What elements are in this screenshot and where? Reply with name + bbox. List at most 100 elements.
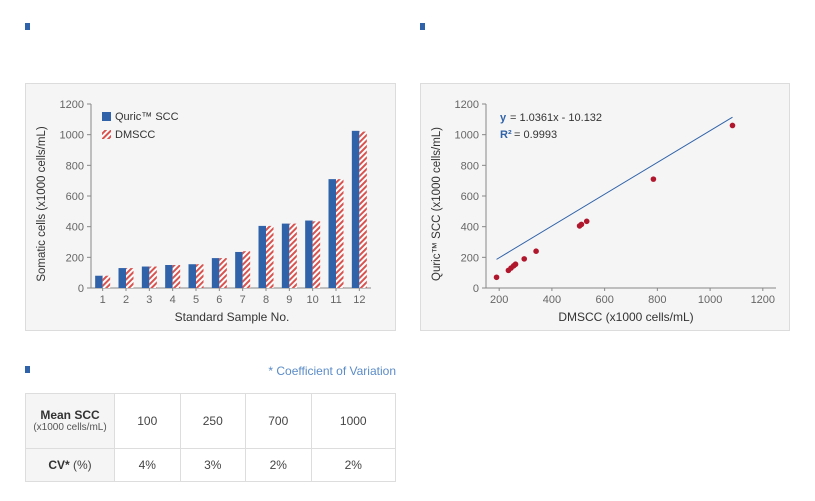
bar-chart-x-tick-label: 11: [330, 294, 341, 306]
row-header-mean-scc: Mean SCC (x1000 cells/mL): [25, 393, 115, 449]
scatter-chart-y-tick-label: 0: [473, 283, 479, 295]
cv-cell: 3%: [179, 447, 246, 483]
scatter-point: [533, 248, 539, 254]
bar-dmscc: [219, 258, 227, 288]
scatter-point: [493, 274, 500, 281]
bar-chart-x-tick-label: 1: [100, 294, 106, 306]
bar-chart-x-tick-label: 10: [307, 294, 319, 306]
bar-chart-y-tick-label: 800: [66, 160, 84, 172]
scatter-point: [512, 261, 519, 268]
bar-dmscc: [149, 266, 157, 288]
bar-chart-x-tick-label: 2: [123, 294, 129, 306]
scatter-chart-x-tick-label: 200: [490, 294, 508, 306]
bar-chart-ylabel: Somatic cells (x1000 cells/mL): [36, 126, 48, 281]
bar-quric-scc: [281, 223, 290, 288]
equation-label: y: [500, 112, 507, 124]
scatter-chart-x-tick-label: 1000: [698, 294, 722, 306]
bar-dmscc: [336, 179, 344, 288]
bar-dmscc: [312, 221, 321, 288]
scatter-point: [521, 256, 528, 262]
mean-scc-cell: 1000: [310, 393, 396, 449]
mean-scc-header-label: Mean SCC: [40, 408, 100, 423]
bar-chart-x-tick-label: 6: [216, 294, 222, 306]
scatter-chart-y-tick-label: 1000: [455, 130, 479, 142]
row-header-cv: CV* (%): [25, 447, 115, 483]
legend-swatch-quric-scc: [102, 112, 111, 121]
bar-chart-y-tick-label: 0: [78, 283, 84, 295]
section-marker-table: [25, 366, 30, 373]
bar-chart-y-tick-label: 1000: [60, 130, 84, 142]
mean-scc-cell: 250: [179, 393, 246, 449]
cv-header-unit: (%): [73, 457, 92, 472]
scatter-chart-y-tick-label: 800: [461, 160, 479, 172]
bar-dmscc: [126, 268, 134, 288]
mean-scc-cell: 700: [245, 393, 312, 449]
bar-quric-scc: [305, 220, 313, 288]
bar-chart-y-tick-label: 600: [66, 191, 84, 203]
scatter-point: [650, 176, 657, 182]
bar-chart-y-tick-label: 400: [66, 222, 84, 234]
scatter-point: [578, 221, 585, 228]
bar-quric-scc: [258, 225, 266, 288]
table-row-cv: CV* (%) 4% 3% 2% 2%: [25, 447, 396, 483]
scatter-chart: 0 200 400 600 800 1000 1200 200 400 600 800 1000 120…: [431, 99, 776, 324]
section-marker-bar-chart: [25, 23, 30, 30]
bar-dmscc: [289, 223, 297, 288]
scatter-point: [583, 218, 590, 225]
scatter-chart-x-tick-label: 800: [648, 294, 666, 306]
bar-dmscc: [359, 131, 367, 288]
bar-dmscc: [196, 264, 204, 288]
bar-chart-xlabel: Standard Sample No.: [175, 310, 290, 324]
bar-quric-scc: [211, 258, 220, 288]
bar-dmscc: [242, 251, 251, 288]
bar-quric-scc: [165, 265, 173, 288]
bar-quric-scc: [235, 251, 243, 288]
bar-chart-panel: 0 200 400 600 800 1000 1200 1 2 3 4 5 6 7 8 9 10 11 12 Qur…: [25, 83, 396, 331]
bar-chart-y-tick-label: 200: [66, 252, 84, 264]
scatter-chart-panel: 0 200 400 600 800 1000 1200 200 400 600 800 1000 120…: [420, 83, 790, 331]
cv-footnote: * Coefficient of Variation: [268, 364, 396, 378]
bar-quric-scc: [328, 179, 336, 288]
r2-text: = 0.9993: [514, 129, 557, 141]
r2-label: R²: [500, 129, 512, 141]
bar-quric-scc: [141, 266, 150, 288]
bar-chart-x-tick-label: 4: [170, 294, 176, 306]
table-row-mean-scc: Mean SCC (x1000 cells/mL) 100 250 700 10…: [25, 393, 396, 449]
bar-chart-x-tick-label: 5: [193, 294, 199, 306]
bar-dmscc: [172, 265, 181, 288]
scatter-point: [729, 122, 736, 129]
scatter-chart-ylabel: Quric™ SCC (x1000 cells/mL): [431, 127, 443, 281]
bar-chart-x-tick-label: 8: [263, 294, 269, 306]
legend-label-dmscc: DMSCC: [115, 129, 155, 141]
mean-scc-header-unit: (x1000 cells/mL): [33, 422, 107, 434]
bar-dmscc: [102, 275, 111, 288]
scatter-chart-y-tick-label: 400: [461, 222, 479, 234]
scatter-chart-xlabel: DMSCC (x1000 cells/mL): [558, 310, 693, 324]
regression-line: [496, 116, 733, 260]
cv-cell: 4%: [114, 447, 181, 483]
bar-quric-scc: [188, 264, 196, 288]
bar-quric-scc: [95, 275, 103, 288]
scatter-chart-y-tick-label: 200: [461, 252, 479, 264]
bar-quric-scc: [351, 130, 360, 288]
scatter-chart-x-tick-label: 400: [543, 294, 561, 306]
legend-swatch-dmscc: [102, 130, 111, 139]
bar-chart-x-tick-label: 12: [353, 294, 365, 306]
cv-table: Mean SCC (x1000 cells/mL) 100 250 700 10…: [25, 393, 396, 483]
bar-quric-scc: [118, 268, 126, 288]
scatter-chart-y-tick-label: 600: [461, 191, 479, 203]
bar-chart-x-tick-label: 9: [286, 294, 292, 306]
scatter-chart-x-tick-label: 600: [595, 294, 613, 306]
bar-chart-x-tick-label: 7: [240, 294, 246, 306]
bar-chart-y-tick-label: 1200: [60, 99, 84, 111]
legend-label-quric-scc: Quric™ SCC: [115, 111, 179, 123]
equation-text: = 1.0361x - 10.132: [510, 112, 602, 124]
bar-dmscc: [266, 225, 274, 288]
section-marker-scatter-chart: [420, 23, 425, 30]
mean-scc-cell: 100: [114, 393, 181, 449]
scatter-chart-y-tick-label: 1200: [455, 99, 479, 111]
cv-cell: 2%: [245, 447, 312, 483]
cv-cell: 2%: [310, 447, 396, 483]
bar-chart-x-tick-label: 3: [146, 294, 152, 306]
cv-header-label: CV*: [48, 457, 70, 472]
